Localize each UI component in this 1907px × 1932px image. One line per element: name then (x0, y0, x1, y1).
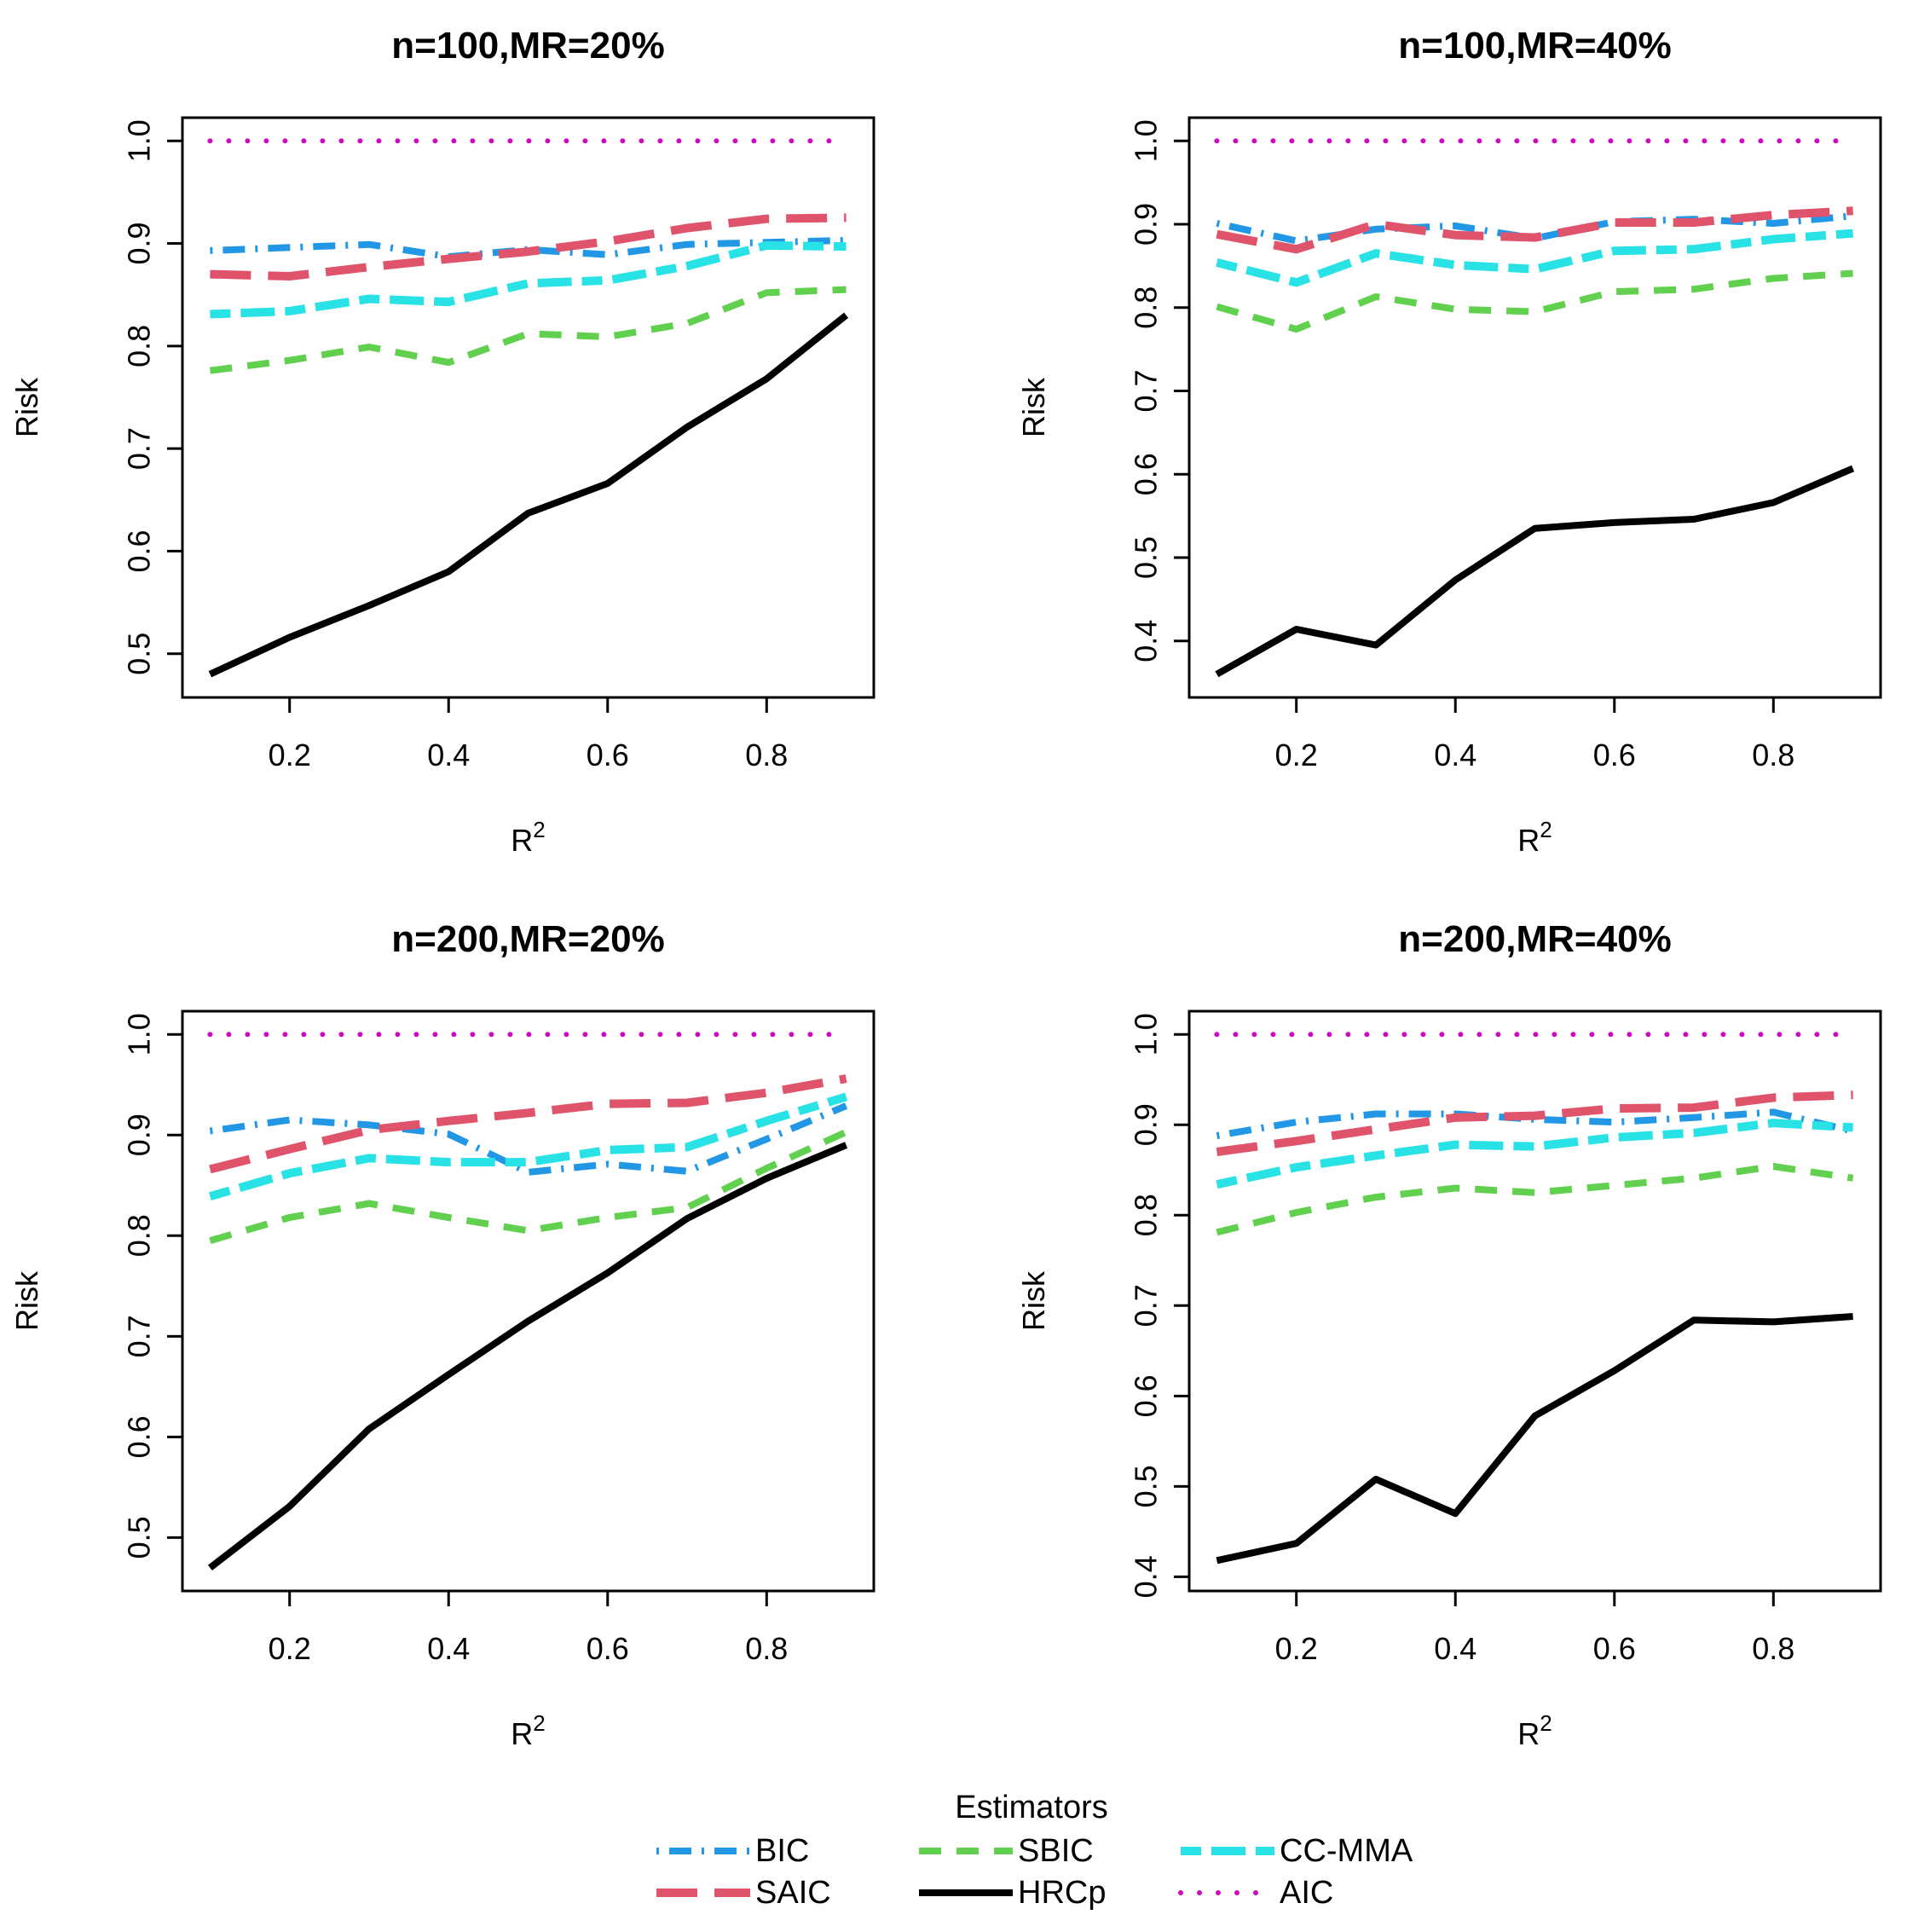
series-line-hrcp (1216, 1313, 1853, 1565)
panel-title: n=100,MR=20% (391, 25, 664, 67)
x-tick-label: 0.6 (1593, 1631, 1636, 1666)
panel-1: n=100,MR=20% 0.2 0.4 0.6 0.8 0.5 0.6 0.7 0.8 0.9 1… (9, 25, 875, 858)
legend-label-hrcp: HRCp (1018, 1875, 1106, 1911)
y-tick-label: 0.9 (122, 222, 157, 264)
series-line-cc-mma (210, 240, 847, 319)
x-axis-label-superscript: 2 (1540, 817, 1552, 842)
legend-label-sbic: SBIC (1018, 1833, 1094, 1869)
y-tick-label: 0.4 (1129, 620, 1164, 662)
y-tick-label: 0.5 (1129, 536, 1164, 579)
plot-frame (181, 1009, 875, 1593)
y-axis-label: Risk (9, 1270, 44, 1331)
series-line-bic (209, 1102, 848, 1176)
series-line-saic (210, 213, 847, 281)
y-tick-label: 0.6 (122, 1415, 157, 1458)
legend-label-aic: AIC (1280, 1875, 1333, 1911)
x-axis-label-superscript: 2 (1540, 1710, 1552, 1736)
y-tick-label: 0.5 (122, 633, 157, 675)
x-tick-label: 0.2 (1275, 1631, 1318, 1666)
series-line-hrcp (207, 1142, 848, 1570)
series-line-sbic (209, 1129, 848, 1245)
y-tick-label: 0.9 (122, 1114, 157, 1156)
series-line-saic (209, 1074, 847, 1174)
plot-frame (1188, 116, 1882, 699)
x-tick-label: 0.8 (1752, 738, 1794, 772)
series-line-bic (1216, 212, 1853, 245)
y-tick-label: 0.8 (1129, 286, 1164, 329)
y-tick-label: 1.0 (122, 119, 157, 162)
x-tick-label: 0.6 (587, 1631, 629, 1666)
y-tick-label: 0.8 (122, 325, 157, 367)
x-tick-label: 0.4 (427, 738, 470, 772)
y-tick-label: 0.6 (122, 529, 157, 572)
legend-title: Estimators (955, 1790, 1107, 1825)
x-axis-label: R2 (511, 1710, 545, 1751)
legend-label-bic: BIC (755, 1833, 809, 1869)
series-line-bic (210, 236, 847, 261)
x-axis-label: R2 (1517, 1710, 1552, 1751)
panel-title: n=200,MR=20% (391, 918, 664, 960)
series-line-hrcp (1215, 465, 1855, 678)
y-tick-label: 0.7 (122, 1315, 157, 1357)
y-tick-label: 1.0 (122, 1013, 157, 1056)
y-tick-label: 0.8 (1129, 1194, 1164, 1236)
y-tick-label: 0.7 (1129, 1284, 1164, 1327)
y-axis-label: Risk (1016, 377, 1051, 437)
x-tick-label: 0.8 (745, 738, 788, 772)
series-line-cc-mma (209, 1092, 848, 1201)
series-line-sbic (1216, 1163, 1854, 1236)
x-axis-label: R2 (1517, 817, 1552, 858)
x-tick-label: 0.2 (269, 738, 311, 772)
y-tick-label: 0.6 (1129, 1374, 1164, 1417)
x-tick-label: 0.2 (1275, 738, 1318, 772)
legend: Estimators BIC SAIC SBIC HRCp CC-MMA AIC (656, 1790, 1413, 1911)
series-line-sbic (209, 286, 847, 374)
x-tick-label: 0.6 (1593, 738, 1636, 772)
y-tick-label: 0.7 (122, 427, 157, 470)
y-tick-label: 0.7 (1129, 369, 1164, 412)
y-tick-label: 0.5 (1129, 1465, 1164, 1507)
y-tick-label: 0.9 (1129, 203, 1164, 246)
x-axis-label-superscript: 2 (533, 1710, 545, 1736)
panel-3: n=200,MR=20% 0.2 0.4 0.6 0.8 0.5 0.6 0.7 0.8 0.9 1… (9, 918, 875, 1751)
plot-frame (181, 116, 875, 699)
y-tick-label: 0.4 (1129, 1555, 1164, 1598)
panel-4: n=200,MR=40% 0.2 0.4 0.6 0.8 0.4 0.5 0.6 0.7 0.8 0… (1016, 918, 1882, 1751)
x-tick-label: 0.4 (427, 1631, 470, 1666)
x-axis-label-superscript: 2 (533, 817, 545, 842)
y-tick-label: 0.9 (1129, 1103, 1164, 1146)
series-line-sbic (1216, 269, 1853, 333)
panel-title: n=200,MR=40% (1398, 918, 1671, 960)
x-axis-label: R2 (511, 817, 545, 858)
series-line-saic (1216, 1090, 1853, 1156)
y-tick-label: 0.6 (1129, 453, 1164, 495)
y-axis-label: Risk (9, 377, 44, 437)
series-line-hrcp (208, 312, 849, 678)
series-line-bic (1216, 1108, 1854, 1139)
panel-2: n=100,MR=40% 0.2 0.4 0.6 0.8 0.4 0.5 0.6 0.7 0.8 0… (1016, 25, 1882, 858)
panel-title: n=100,MR=40% (1398, 25, 1671, 67)
series-line-saic (1216, 206, 1853, 254)
y-axis-label: Risk (1016, 1270, 1051, 1331)
x-tick-label: 0.8 (1752, 1631, 1794, 1666)
y-tick-label: 0.5 (122, 1516, 157, 1559)
plot-frame (1188, 1009, 1882, 1593)
y-tick-label: 1.0 (1129, 1013, 1164, 1056)
y-tick-label: 1.0 (1129, 119, 1164, 162)
x-tick-label: 0.6 (587, 738, 629, 772)
legend-label-cc-mma: CC-MMA (1280, 1833, 1413, 1869)
x-tick-label: 0.4 (1434, 1631, 1476, 1666)
x-tick-label: 0.2 (269, 1631, 311, 1666)
legend-label-saic: SAIC (755, 1875, 831, 1911)
y-tick-label: 0.8 (122, 1214, 157, 1257)
x-tick-label: 0.8 (745, 1631, 788, 1666)
x-tick-label: 0.4 (1434, 738, 1476, 772)
series-line-cc-mma (1216, 228, 1853, 287)
series-line-cc-mma (1216, 1119, 1853, 1189)
